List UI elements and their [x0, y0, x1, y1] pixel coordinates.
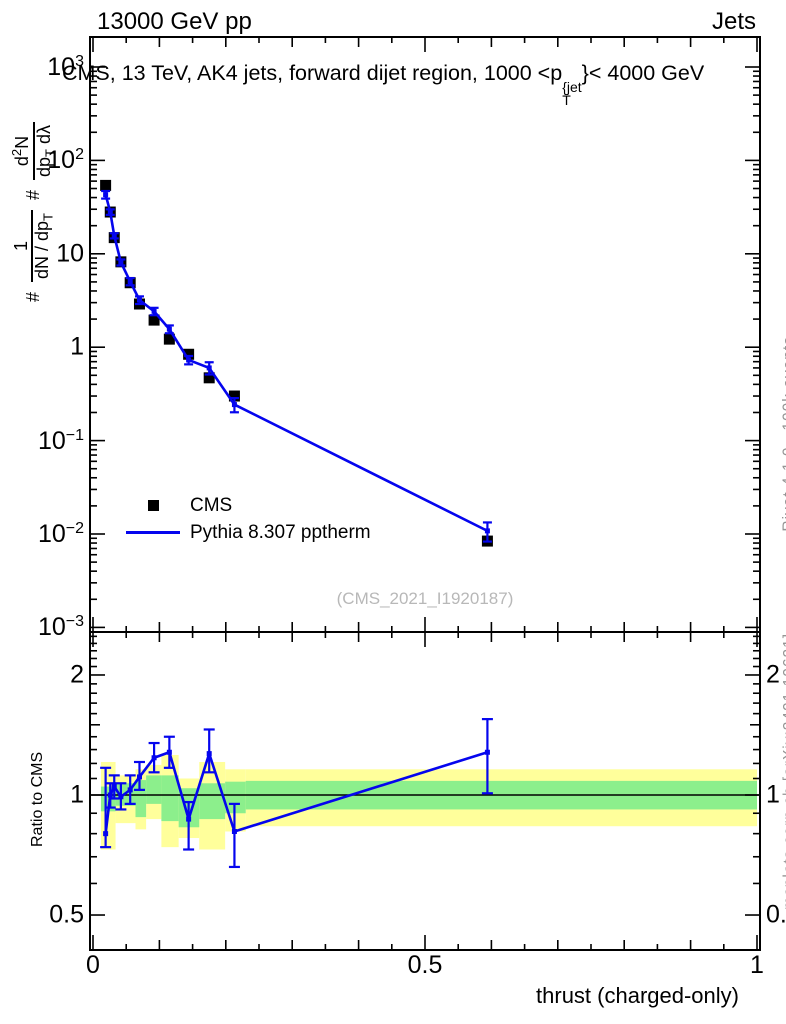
ratio-uncertainty-bands	[100, 754, 757, 850]
mcplots-arxiv-note: mcplots.cern.ch [arXiv:2401.10621]	[781, 633, 786, 910]
ratio-y-tick-label-right: 0.5	[766, 900, 786, 929]
x-tick-label: 1	[750, 951, 764, 979]
main-y-tick-label: 1	[70, 332, 84, 361]
pt-superscript-subscript: {jet T	[562, 79, 582, 108]
black-square-icon	[147, 500, 159, 511]
ratio-y-tick-label-left: 2	[70, 660, 84, 689]
analysis-category-label: Jets	[711, 8, 756, 35]
main-y-tick-label: 10−2	[37, 519, 84, 549]
ratio-y-tick-label-left: 0.5	[49, 900, 84, 929]
ratio-y-tick-label-right: 1	[766, 780, 780, 809]
main-y-tick-label: 10−1	[37, 426, 84, 455]
cms-data-marker	[163, 333, 175, 345]
x-tick-label: 0.5	[407, 951, 443, 979]
plot-title: CMS, 13 TeV, AK4 jets, forward dijet reg…	[62, 61, 705, 108]
cms-data-marker	[228, 390, 240, 402]
legend-label-cms: CMS	[190, 494, 233, 516]
ratio-y-tick-label-right: 2	[766, 660, 780, 689]
legend: CMS Pythia 8.307 pptherm	[126, 492, 371, 546]
beam-energy-label: 13000 GeV pp	[97, 8, 252, 35]
blue-line-icon	[126, 531, 180, 534]
legend-entry-pythia: Pythia 8.307 pptherm	[126, 519, 371, 546]
x-tick-label: 0	[86, 951, 100, 979]
cms-marker-swatch	[126, 500, 180, 511]
cms-data-marker	[203, 372, 215, 384]
ratio-line	[100, 718, 493, 869]
main-y-tick-label: 10	[56, 239, 84, 268]
rivet-version-note: Rivet 4.1.0, 100k events	[781, 336, 786, 532]
axis-ticks	[90, 37, 760, 950]
main-y-tick-label: 10−3	[37, 613, 84, 642]
cms-data-marker	[148, 314, 160, 326]
main-y-tick-label: 103	[47, 52, 84, 82]
cms-data-marker	[100, 179, 112, 191]
cms-data-marker	[183, 348, 195, 360]
x-axis-label: thrust (charged-only)	[536, 983, 739, 1008]
main-y-tick-label: 102	[47, 146, 84, 175]
pythia-mc-line	[101, 189, 492, 543]
fraction-one-over-dndpt: 1 dN / dpT	[11, 209, 57, 282]
ratio-y-axis-label: Ratio to CMS	[29, 751, 46, 847]
legend-label-pythia: Pythia 8.307 pptherm	[190, 521, 371, 543]
plot-title-text: CMS, 13 TeV, AK4 jets, forward dijet reg…	[62, 61, 563, 85]
analysis-id-watermark: (CMS_2021_I1920187)	[336, 589, 514, 608]
ratio-y-tick-label-left: 1	[70, 780, 84, 809]
legend-entry-cms: CMS	[126, 492, 371, 519]
pythia-line-swatch	[126, 531, 180, 534]
